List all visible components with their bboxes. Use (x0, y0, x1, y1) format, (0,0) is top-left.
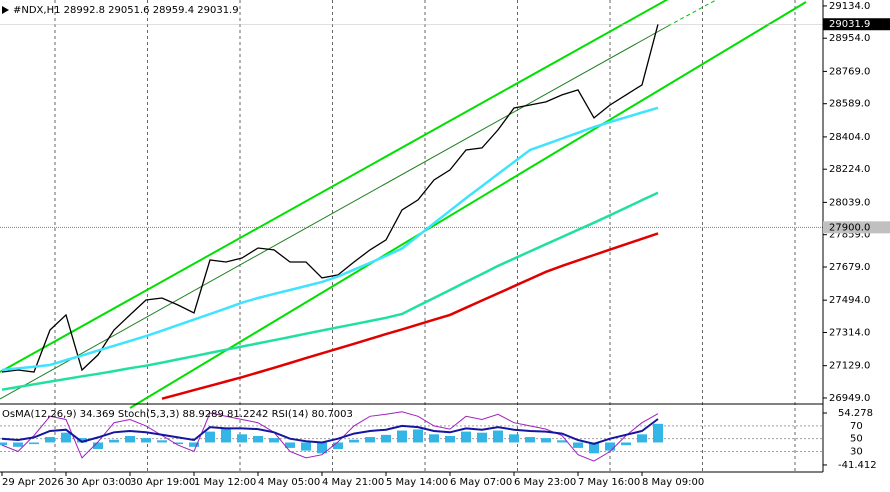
osma-bar (525, 437, 535, 443)
osma-bar (253, 435, 263, 443)
osma-bar (573, 442, 583, 448)
x-tick-label: 5 May 14:00 (386, 477, 448, 488)
x-tick-label: 7 May 16:00 (578, 477, 640, 488)
osma-bar (637, 434, 647, 443)
osma-bar (381, 434, 391, 443)
symbol-icon (2, 6, 9, 14)
osma-bar (157, 440, 167, 443)
y-tick-label: 27859.0 (829, 230, 870, 241)
x-tick-label: 6 May 23:00 (514, 477, 576, 488)
y-tick-label: -41.412 (838, 460, 877, 471)
y-tick-label: 27314.0 (829, 327, 870, 338)
last-price-box (823, 18, 890, 31)
level-label: 27900.0 (829, 222, 870, 233)
x-tick-label: 4 May 05:00 (258, 477, 320, 488)
y-tick-label: 28589.0 (829, 99, 870, 110)
y-tick-label: 28404.0 (829, 132, 870, 143)
osma-bar (45, 437, 55, 443)
y-tick-label: 28224.0 (829, 164, 870, 175)
osma-bar (141, 438, 151, 443)
osma-bar (125, 435, 135, 443)
osma-bar (397, 430, 407, 443)
x-tick-label: 29 Apr 2026 (2, 477, 64, 488)
y-tick-label: 28039.0 (829, 197, 870, 208)
x-tick-label: 1 May 12:00 (194, 477, 256, 488)
y-tick-label: 27494.0 (829, 295, 870, 306)
y-tick-label: 27129.0 (829, 361, 870, 372)
osma-bar (493, 430, 503, 443)
osma-bar (429, 434, 439, 443)
channel-middle (0, 25, 669, 400)
moving-average (1, 106, 659, 372)
osma-bar (413, 429, 423, 443)
x-tick-label: 4 May 21:00 (322, 477, 384, 488)
y-tick-label: 54.278 (838, 408, 873, 419)
y2-tick-label: 70 (850, 421, 863, 432)
osma-bar (557, 440, 567, 443)
osma-bar (445, 435, 455, 443)
osma-bar (221, 428, 231, 443)
osma-bar (237, 434, 247, 443)
y-tick-label: 27679.0 (829, 262, 870, 273)
osma-bar (621, 442, 631, 446)
osma-bar (477, 432, 487, 443)
x-tick-label: 8 May 09:00 (642, 477, 704, 488)
osma-bar (317, 442, 327, 454)
osma-bar (333, 442, 343, 449)
oscillator-line (1, 411, 659, 462)
oscillator-line (1, 418, 659, 445)
channel-lower (129, 1, 807, 409)
osma-bar (0, 442, 7, 446)
osma-bar (653, 423, 663, 443)
osma-bar (349, 439, 359, 443)
x-tick-label: 30 Apr 19:00 (130, 477, 195, 488)
y-tick-label: 28954.0 (829, 33, 870, 44)
level-label-box (823, 221, 890, 234)
oscillator-header: OsMA(12,26,9) 34.369 Stoch(5,3,3) 88.928… (2, 409, 353, 420)
y-tick-label: 26949.0 (829, 393, 870, 404)
osma-bar (461, 431, 471, 443)
osma-bar (77, 438, 87, 443)
x-tick-label: 6 May 07:00 (450, 477, 512, 488)
osma-bar (589, 442, 599, 454)
y2-tick-label: 30 (850, 446, 863, 457)
moving-average (161, 232, 659, 400)
osma-bar (205, 431, 215, 443)
grid (54, 0, 796, 472)
osma-bar (365, 437, 375, 443)
y-tick-label: 29134.0 (829, 1, 870, 12)
channel-upper (0, 0, 669, 373)
osma-bar (109, 439, 119, 443)
y2-tick-label: 50 (850, 434, 863, 445)
osma-bar (269, 438, 279, 443)
osma-bar (29, 442, 39, 445)
x-tick-label: 30 Apr 03:00 (66, 477, 131, 488)
osma-bar (13, 442, 23, 447)
osma-bar (173, 442, 183, 445)
osma-bar (301, 442, 311, 451)
plot (0, 23, 823, 462)
osma-bar (93, 442, 103, 449)
last-price-label: 29031.9 (829, 19, 870, 30)
chart-header: #NDX,H1 28992.8 29051.6 28959.4 29031.9 (13, 5, 239, 16)
price-line (1, 24, 659, 373)
osma-bar (189, 442, 199, 447)
y-tick-label: 28769.0 (829, 66, 870, 77)
osma-bar (285, 442, 295, 448)
osma-bar (541, 438, 551, 443)
osma-bar (61, 432, 71, 443)
moving-average (1, 191, 659, 391)
osma-bar (509, 434, 519, 443)
osma-bar (605, 442, 615, 451)
